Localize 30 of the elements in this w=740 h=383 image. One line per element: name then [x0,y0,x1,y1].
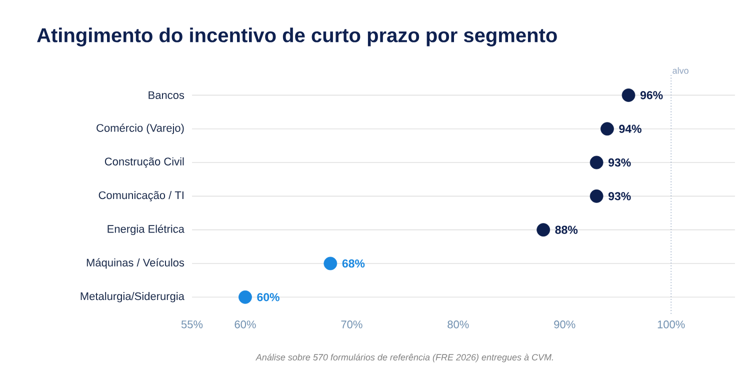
point [622,88,636,102]
data-label: 88% [555,226,578,234]
point [536,223,550,237]
data-label: 60% [257,293,280,302]
data-label: 93% [608,192,631,200]
data-label: 68% [342,259,365,268]
data-label: 94% [619,124,642,133]
y-tick-label: Comércio (Varejo) [96,124,184,134]
point [600,122,614,136]
x-tick-label: 90% [554,320,576,328]
x-tick-label: 70% [341,320,362,328]
point [590,156,604,170]
data-label: 96% [640,91,663,100]
text: Análise sobre 570 formulários de referência (FRE 2026) entregues à CVM. [255,354,553,362]
point [324,256,338,270]
x-tick-label: 80% [448,320,469,328]
x-tick-label: 100% [658,320,685,328]
y-tick-label: Bancos [148,91,184,100]
chart-title: Atingimento do incentivo de curto prazo por segmento [37,28,557,46]
y-tick-label: Construção Civil [104,157,184,168]
y-tick-label: Comunicação / TI [98,191,184,202]
y-tick-label: Metalurgia/Siderurgia [80,292,184,302]
y-tick-label: Máquinas / Veículos [86,258,184,269]
y-tick-label: Energia Elétrica [108,224,184,236]
point [590,189,604,203]
data-label: 93% [608,158,631,167]
x-tick-label: 60% [234,320,256,328]
x-tick-label: 55% [181,320,203,328]
point [238,290,252,304]
ref-line-label: alvo [672,67,688,74]
